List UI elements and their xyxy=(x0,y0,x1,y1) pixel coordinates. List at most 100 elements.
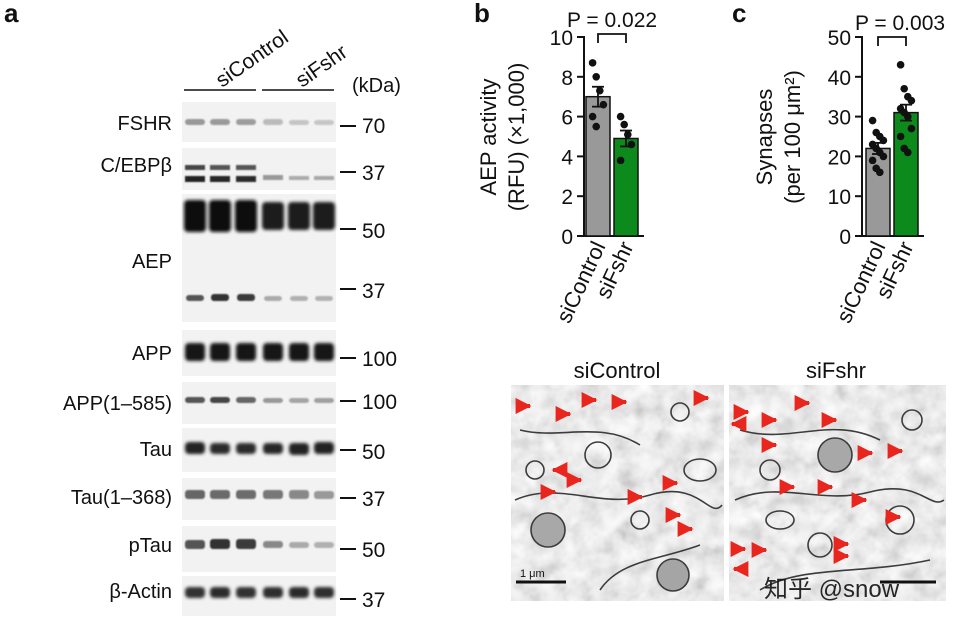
blot-label: C/EBPβ xyxy=(100,155,172,177)
y-tick-label: 4 xyxy=(561,146,573,169)
band-row xyxy=(185,539,334,549)
marker-label: 50 xyxy=(362,220,385,243)
data-point xyxy=(907,124,916,133)
band-row xyxy=(185,490,334,499)
significance-bracket xyxy=(597,33,627,43)
significance-bracket xyxy=(877,36,907,46)
marker-label: 70 xyxy=(362,115,385,138)
y-tick-label: 30 xyxy=(828,107,851,130)
blot-membrane xyxy=(182,102,336,142)
em-title-sifshr: siFshr xyxy=(806,358,866,383)
group-label-sicontrol: siControl xyxy=(212,26,293,92)
blot-row-ptau: pTau 50 xyxy=(129,526,385,572)
blot-membrane xyxy=(182,382,336,424)
panel-label-a: a xyxy=(4,0,19,28)
blot-row-beta-actin: β-Actin 37 xyxy=(109,576,385,616)
data-point xyxy=(907,96,916,105)
blot-membrane xyxy=(182,478,336,520)
western-blot-panel: a siControl siFshr (kDa) FSHR 70 C/EBPβ xyxy=(4,0,401,616)
data-point xyxy=(616,156,625,165)
data-point xyxy=(592,122,600,131)
y-tick-label: 10 xyxy=(828,186,851,209)
data-point xyxy=(588,112,597,121)
data-point xyxy=(876,168,884,177)
scale-bar-label: 1 μm xyxy=(520,568,545,580)
band-row xyxy=(185,165,334,182)
marker-label: 37 xyxy=(362,589,385,612)
y-tick-label: 0 xyxy=(839,226,851,249)
y-tick-label: 2 xyxy=(561,186,573,209)
data-point xyxy=(616,112,625,121)
synapse-arrows xyxy=(730,395,904,577)
panel-label-c: c xyxy=(732,0,746,28)
band-row xyxy=(185,119,334,125)
band-row xyxy=(185,397,334,403)
band-row xyxy=(185,442,334,455)
marker-label: 50 xyxy=(362,539,385,562)
marker-label: 37 xyxy=(362,162,385,185)
data-point xyxy=(896,61,905,69)
data-point xyxy=(900,84,908,93)
band-row xyxy=(185,587,334,598)
micrograph-sifshr: 知乎 @snow xyxy=(729,385,946,603)
data-point xyxy=(904,148,912,157)
blot-label: AEP xyxy=(132,251,172,273)
data-point xyxy=(627,140,636,149)
blot-row-aep: AEP 50 37 xyxy=(132,194,385,322)
y-axis-label: AEP activity xyxy=(476,79,501,196)
y-axis-label: Synapses xyxy=(752,89,777,186)
synapse-arrows xyxy=(515,390,710,537)
blot-label: Tau(1–368) xyxy=(71,487,172,509)
y-tick-label: 20 xyxy=(828,146,851,169)
y-tick-label: 8 xyxy=(561,67,573,90)
marker-label: 37 xyxy=(362,280,385,303)
em-title-sicontrol: siControl xyxy=(574,358,661,383)
blot-row-cebpb: C/EBPβ 37 xyxy=(100,148,385,190)
y-axis-label: (per 100 μm²) xyxy=(780,70,805,204)
data-point xyxy=(879,152,888,161)
band-row xyxy=(184,200,335,232)
blot-membrane xyxy=(182,428,336,472)
blot-membrane xyxy=(182,148,336,190)
bar-siFshr xyxy=(893,111,919,237)
blot-label: APP(1–585) xyxy=(63,393,172,415)
band-row xyxy=(185,343,334,361)
band-row xyxy=(186,294,333,301)
data-point xyxy=(620,120,628,129)
data-point xyxy=(599,100,608,109)
blot-row-tau-1-368: Tau(1–368) 37 xyxy=(71,478,385,520)
y-tick-label: 0 xyxy=(561,226,573,249)
blot-row-tau: Tau 50 xyxy=(140,428,385,472)
data-point xyxy=(596,86,604,95)
marker-label: 100 xyxy=(362,391,397,414)
kda-label: (kDa) xyxy=(352,75,401,97)
group-label-sifshr: siFshr xyxy=(292,40,352,92)
p-value-label: P = 0.022 xyxy=(567,9,657,32)
data-point xyxy=(592,73,600,81)
p-value-label: P = 0.003 xyxy=(855,12,945,35)
bar-siControl xyxy=(585,95,611,237)
data-point xyxy=(904,112,912,121)
data-point xyxy=(879,136,888,145)
blot-row-app: APP 100 xyxy=(132,330,397,376)
blot-membrane xyxy=(182,576,336,616)
blot-row-app-1-585: APP(1–585) 100 xyxy=(63,382,397,424)
blot-label: APP xyxy=(132,343,172,365)
blot-membrane xyxy=(182,194,336,322)
marker-label: 100 xyxy=(362,348,397,371)
data-point xyxy=(588,59,597,67)
micrograph-sicontrol: 1 μm xyxy=(511,385,724,601)
y-tick-label: 10 xyxy=(550,27,573,50)
electron-micrographs: siControl siFshr 1 μm xyxy=(511,358,946,603)
y-tick-label: 40 xyxy=(828,67,851,90)
micrograph-structures xyxy=(734,409,945,591)
blot-label: Tau xyxy=(140,439,172,461)
bar-siFshr xyxy=(613,137,639,237)
blot-label: β-Actin xyxy=(109,581,172,603)
watermark: 知乎 @snow xyxy=(764,576,900,603)
